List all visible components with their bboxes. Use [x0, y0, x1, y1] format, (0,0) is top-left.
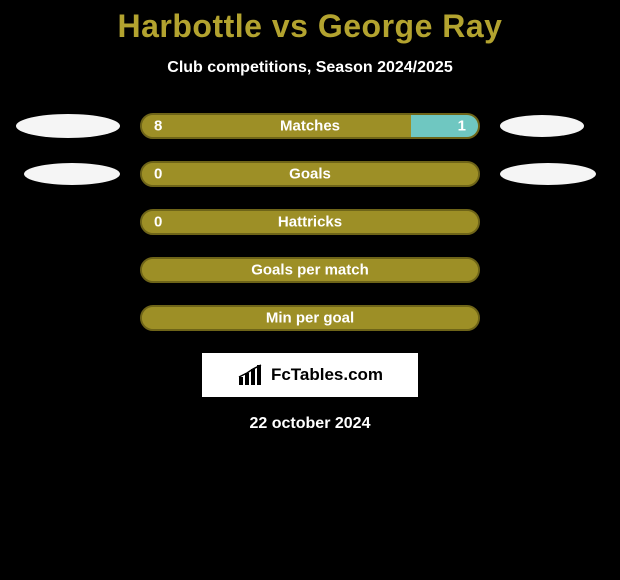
left-ellipse-slot: [10, 114, 120, 138]
right-ellipse-slot: [500, 115, 610, 137]
date-line: 22 october 2024: [0, 415, 620, 433]
logo-box: FcTables.com: [202, 353, 418, 397]
left-ellipse: [16, 114, 120, 138]
right-ellipse: [500, 163, 596, 185]
stat-bar: Goals per match: [140, 257, 480, 283]
stat-bar: 0 Goals: [140, 161, 480, 187]
right-ellipse: [500, 115, 584, 137]
bar-label: Hattricks: [278, 214, 342, 231]
stat-row: 0 Hattricks: [0, 209, 620, 235]
page-title: Harbottle vs George Ray: [0, 0, 620, 45]
bar-fill-left: [142, 115, 411, 137]
stat-row: Min per goal: [0, 305, 620, 331]
stat-row: Goals per match: [0, 257, 620, 283]
stat-row: 8 1 Matches: [0, 113, 620, 139]
subtitle: Club competitions, Season 2024/2025: [0, 59, 620, 77]
bar-label: Min per goal: [266, 310, 354, 327]
comparison-infographic: Harbottle vs George Ray Club competition…: [0, 0, 620, 580]
bar-value-right: 1: [458, 118, 466, 135]
right-ellipse-slot: [500, 163, 610, 185]
left-ellipse: [24, 163, 120, 185]
bar-fill-right: [411, 115, 478, 137]
bar-chart-icon: [237, 363, 267, 387]
bar-label: Matches: [280, 118, 340, 135]
stat-rows: 8 1 Matches 0 Goals 0 Hattricks Goals per match…: [0, 113, 620, 331]
bar-label: Goals: [289, 166, 331, 183]
bar-value-left: 0: [154, 166, 162, 183]
bar-label: Goals per match: [251, 262, 369, 279]
stat-bar: 0 Hattricks: [140, 209, 480, 235]
bar-value-left: 0: [154, 214, 162, 231]
stat-bar: 8 1 Matches: [140, 113, 480, 139]
left-ellipse-slot: [10, 163, 120, 185]
logo-text: FcTables.com: [271, 365, 383, 385]
stat-row: 0 Goals: [0, 161, 620, 187]
bar-value-left: 8: [154, 118, 162, 135]
stat-bar: Min per goal: [140, 305, 480, 331]
